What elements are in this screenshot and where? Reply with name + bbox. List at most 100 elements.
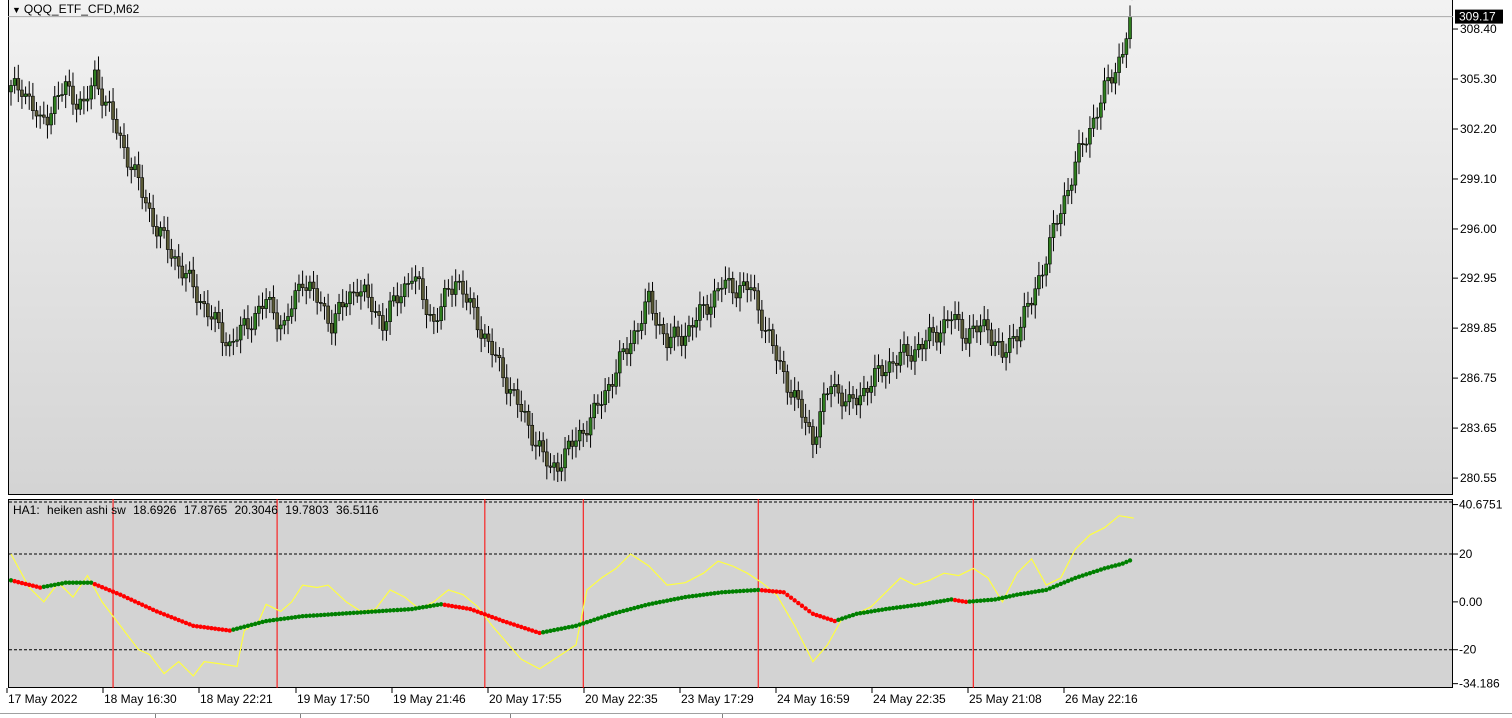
bull-candle bbox=[577, 429, 582, 442]
ha-dot-up bbox=[307, 613, 313, 618]
ha-dot-up bbox=[854, 611, 859, 617]
ha-dot-up bbox=[358, 610, 364, 615]
ha-dot-up bbox=[847, 614, 852, 619]
bull-candle bbox=[559, 467, 564, 472]
ha-dot-down bbox=[223, 627, 229, 633]
bear-candle bbox=[176, 256, 181, 267]
chart-tab[interactable] bbox=[722, 714, 723, 718]
ha-dot-up bbox=[1102, 566, 1107, 571]
ha-dot-down bbox=[129, 597, 134, 602]
ha-dot-down bbox=[759, 588, 765, 593]
bear-candle bbox=[501, 357, 505, 379]
ha-dot-down bbox=[788, 595, 794, 600]
bear-candle bbox=[464, 293, 469, 303]
bull-candle bbox=[869, 385, 874, 393]
bull-candle bbox=[344, 303, 349, 308]
bull-candle bbox=[1062, 195, 1067, 214]
indicator-frame[interactable] bbox=[8, 499, 1453, 688]
price-tick-label: 280.55 bbox=[1460, 471, 1497, 485]
indicator-value-4: 19.7803 bbox=[285, 503, 329, 517]
bull-candle bbox=[508, 389, 513, 394]
bull-candle bbox=[723, 279, 728, 289]
ha-dot-up bbox=[734, 589, 739, 594]
ha-dot-down bbox=[825, 616, 830, 621]
ha-dot-down bbox=[205, 625, 211, 630]
bear-candle bbox=[377, 311, 381, 316]
ha-dot-down bbox=[785, 592, 790, 598]
ha-dot-up bbox=[617, 609, 622, 615]
bull-candle bbox=[1048, 237, 1052, 265]
ha-dot-down bbox=[453, 604, 458, 609]
chart-tab[interactable] bbox=[510, 714, 511, 718]
bull-candle bbox=[413, 276, 418, 282]
ha-dot-down bbox=[121, 594, 127, 599]
bull-candle bbox=[373, 311, 378, 313]
ha-dot-down bbox=[169, 614, 174, 620]
ha-dot-up bbox=[599, 615, 604, 620]
bear-candle bbox=[1029, 302, 1034, 306]
ha-dot-up bbox=[606, 612, 611, 618]
bear-candle bbox=[155, 226, 159, 237]
bull-candle bbox=[1113, 72, 1118, 84]
bull-candle bbox=[639, 323, 644, 331]
ha-dot-up bbox=[234, 626, 240, 631]
bull-candle bbox=[63, 81, 68, 95]
bear-candle bbox=[82, 98, 86, 102]
bull-candle bbox=[1102, 80, 1107, 104]
bear-candle bbox=[461, 280, 465, 295]
bear-candle bbox=[555, 462, 560, 472]
bull-candle bbox=[843, 401, 848, 407]
bear-candle bbox=[676, 326, 680, 337]
ha-dot-down bbox=[165, 613, 170, 618]
bear-candle bbox=[650, 290, 655, 314]
ha-dot-up bbox=[1109, 564, 1114, 569]
bull-candle bbox=[267, 297, 272, 300]
bear-candle bbox=[260, 305, 265, 309]
indicator-plot bbox=[8, 499, 1453, 688]
bull-candle bbox=[333, 313, 338, 334]
bear-candle bbox=[1080, 143, 1085, 145]
bear-candle bbox=[781, 361, 786, 373]
bear-candle bbox=[625, 348, 629, 355]
bull-candle bbox=[184, 273, 188, 279]
time-tick-label: 18 May 16:30 bbox=[104, 692, 177, 706]
bull-candle bbox=[264, 299, 268, 309]
main-chart-frame[interactable] bbox=[8, 0, 1453, 495]
indicator-tick-label: -34.186 bbox=[1459, 677, 1500, 691]
ha-dot-up bbox=[344, 611, 349, 616]
chart-tab[interactable] bbox=[155, 714, 156, 718]
bull-candle bbox=[297, 283, 301, 291]
ha-dot-up bbox=[41, 584, 47, 590]
ha-dot-down bbox=[537, 630, 542, 636]
ha-dot-up bbox=[289, 615, 294, 620]
bear-candle bbox=[202, 301, 206, 305]
time-tick-label: 25 May 21:08 bbox=[969, 692, 1042, 706]
bull-candle bbox=[862, 387, 866, 397]
bull-candle bbox=[603, 390, 607, 405]
ha-dot-up bbox=[1051, 584, 1056, 590]
bear-candle bbox=[581, 429, 586, 434]
bear-candle bbox=[854, 397, 859, 406]
ha-dot-up bbox=[318, 612, 324, 618]
bull-candle bbox=[1011, 336, 1016, 339]
ha-dot-down bbox=[99, 585, 105, 590]
price-tick-label: 286.75 bbox=[1460, 371, 1497, 385]
chart-tab[interactable] bbox=[300, 714, 301, 718]
ha-dot-up bbox=[982, 598, 987, 603]
ha-dot-up bbox=[380, 608, 385, 614]
triangle-down-icon[interactable]: ▼ bbox=[12, 5, 21, 15]
bull-candle bbox=[391, 295, 396, 302]
bull-candle bbox=[173, 256, 177, 259]
ha-dot-up bbox=[540, 630, 546, 635]
ha-dot-up bbox=[1007, 594, 1012, 599]
ha-dot-up bbox=[271, 617, 276, 623]
bear-candle bbox=[114, 119, 119, 134]
axes: 308.40 305.30 302.20 299.10 296.00 292.95 289.… bbox=[6, 9, 1503, 706]
price-tick-label: 292.95 bbox=[1460, 271, 1497, 285]
ha-dot-up bbox=[56, 581, 61, 587]
ha-dot-up bbox=[858, 611, 863, 616]
ha-dot-down bbox=[533, 629, 539, 634]
bull-candle bbox=[1124, 38, 1129, 55]
ha-dot-up bbox=[438, 602, 444, 607]
